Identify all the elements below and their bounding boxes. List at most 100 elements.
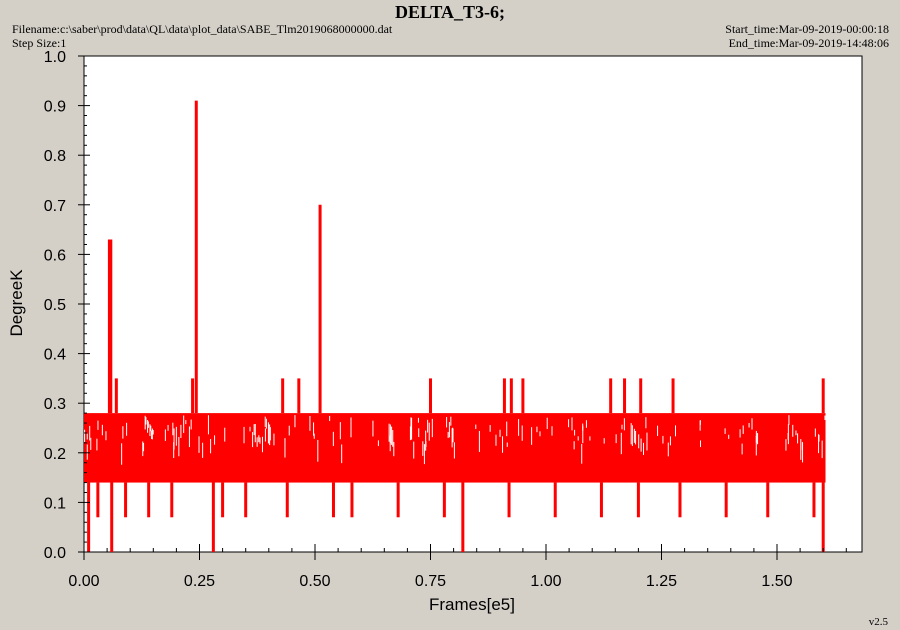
- y-tick-label: 0.6: [44, 247, 66, 264]
- series-gap: [332, 431, 334, 447]
- series-gap: [101, 424, 103, 436]
- x-tick-label: 1.00: [530, 573, 561, 590]
- series-gap: [264, 428, 266, 442]
- series-gap: [264, 416, 266, 427]
- series-gap: [350, 417, 352, 438]
- series-gap: [202, 442, 204, 458]
- series-gap: [635, 430, 637, 445]
- series-gap: [256, 437, 258, 447]
- series-gap: [418, 428, 420, 438]
- series-gap: [546, 417, 548, 429]
- series-gap: [393, 441, 395, 457]
- x-tick-label: 1.50: [761, 573, 792, 590]
- series-gap: [642, 442, 644, 455]
- series-gap: [243, 426, 245, 444]
- series-gap: [603, 438, 605, 444]
- series-gap: [89, 425, 91, 441]
- filename-text: Filename:c:\saber\prod\data\QL\data\plot…: [12, 22, 393, 36]
- series-gap: [423, 444, 425, 465]
- series-gap: [173, 442, 175, 459]
- series-gap: [391, 426, 393, 445]
- series-gap: [646, 432, 648, 451]
- series-gap: [224, 427, 226, 442]
- series-gap: [254, 424, 256, 443]
- series-gap: [669, 436, 671, 446]
- series-gap: [422, 441, 424, 456]
- series-gap: [795, 430, 797, 436]
- series-gap: [377, 440, 379, 447]
- series-gap: [502, 436, 504, 453]
- series-gap: [144, 415, 146, 430]
- series-gap: [258, 435, 260, 443]
- series-gap: [269, 427, 271, 441]
- series-gap: [518, 419, 520, 436]
- x-tick-label: 0.25: [184, 573, 215, 590]
- series-gap: [149, 424, 151, 437]
- series-gap: [188, 426, 190, 448]
- series-gap: [620, 432, 622, 455]
- y-tick-label: 0.7: [44, 198, 66, 215]
- series-gap: [495, 434, 497, 446]
- series-gap: [452, 428, 454, 443]
- series-gap: [623, 418, 625, 431]
- axes: 0.0 0.1 0.2 0.3 0.4 0.5 0.6 0.7 0.8 0.9 1.0 0.00 0.2…: [44, 49, 847, 590]
- series-gap: [787, 424, 789, 445]
- series-gap: [638, 434, 640, 449]
- series-gap: [317, 439, 319, 462]
- series-gap: [252, 432, 254, 448]
- series-gap: [621, 424, 623, 430]
- series-gap: [410, 417, 412, 439]
- series-gap: [814, 428, 816, 437]
- series-gap: [645, 417, 647, 429]
- series-gap: [573, 441, 575, 450]
- y-tick-label: 0.3: [44, 396, 66, 413]
- series-gap: [824, 415, 826, 420]
- series-gap: [313, 433, 315, 439]
- series-gap: [640, 438, 642, 452]
- series-gap: [574, 429, 576, 436]
- series-gap: [742, 425, 744, 434]
- series-gap: [699, 440, 701, 448]
- series-gap: [372, 420, 374, 437]
- x-axis-label: Frames[e5]: [429, 595, 515, 614]
- series-gap: [267, 422, 269, 444]
- series-gap: [183, 415, 185, 433]
- series-gap: [151, 430, 153, 440]
- series-gap: [748, 423, 750, 428]
- x-tick-label: 0.50: [299, 573, 330, 590]
- series-gap: [339, 422, 341, 440]
- series-gap: [198, 436, 200, 453]
- file-info: Filename:c:\saber\prod\data\QL\data\plot…: [12, 22, 392, 50]
- series-gap: [450, 416, 452, 426]
- start-time-text: Start_time:Mar-09-2019-00:00:18: [725, 22, 889, 36]
- series-gap: [413, 441, 415, 459]
- series-gap: [630, 423, 632, 445]
- series-gap: [551, 426, 553, 436]
- series-gap: [265, 418, 267, 429]
- series-gap: [259, 437, 261, 444]
- series-gap: [147, 421, 149, 428]
- series-gap: [657, 425, 659, 436]
- series-gap: [585, 420, 587, 428]
- series-gap: [84, 429, 86, 442]
- y-tick-label: 0.4: [44, 347, 66, 364]
- series-gap: [121, 443, 123, 465]
- series-gap: [724, 428, 726, 434]
- version-label: v2.5: [868, 616, 888, 628]
- series-gap: [329, 415, 331, 422]
- series-gap: [313, 422, 315, 436]
- series-gap: [142, 441, 144, 457]
- series-gap: [792, 424, 794, 437]
- series-gap: [86, 433, 88, 440]
- x-tick-label: 1.25: [646, 573, 677, 590]
- series-gap: [178, 436, 180, 457]
- y-tick-label: 0.9: [44, 99, 66, 116]
- series-gap: [152, 429, 154, 435]
- series-gap: [180, 424, 182, 438]
- series-gap: [294, 415, 296, 428]
- series-gap: [615, 434, 617, 444]
- y-tick-label: 0.2: [44, 446, 66, 463]
- series-gap: [506, 442, 508, 447]
- series-gap: [411, 417, 413, 440]
- series-gap: [521, 425, 523, 441]
